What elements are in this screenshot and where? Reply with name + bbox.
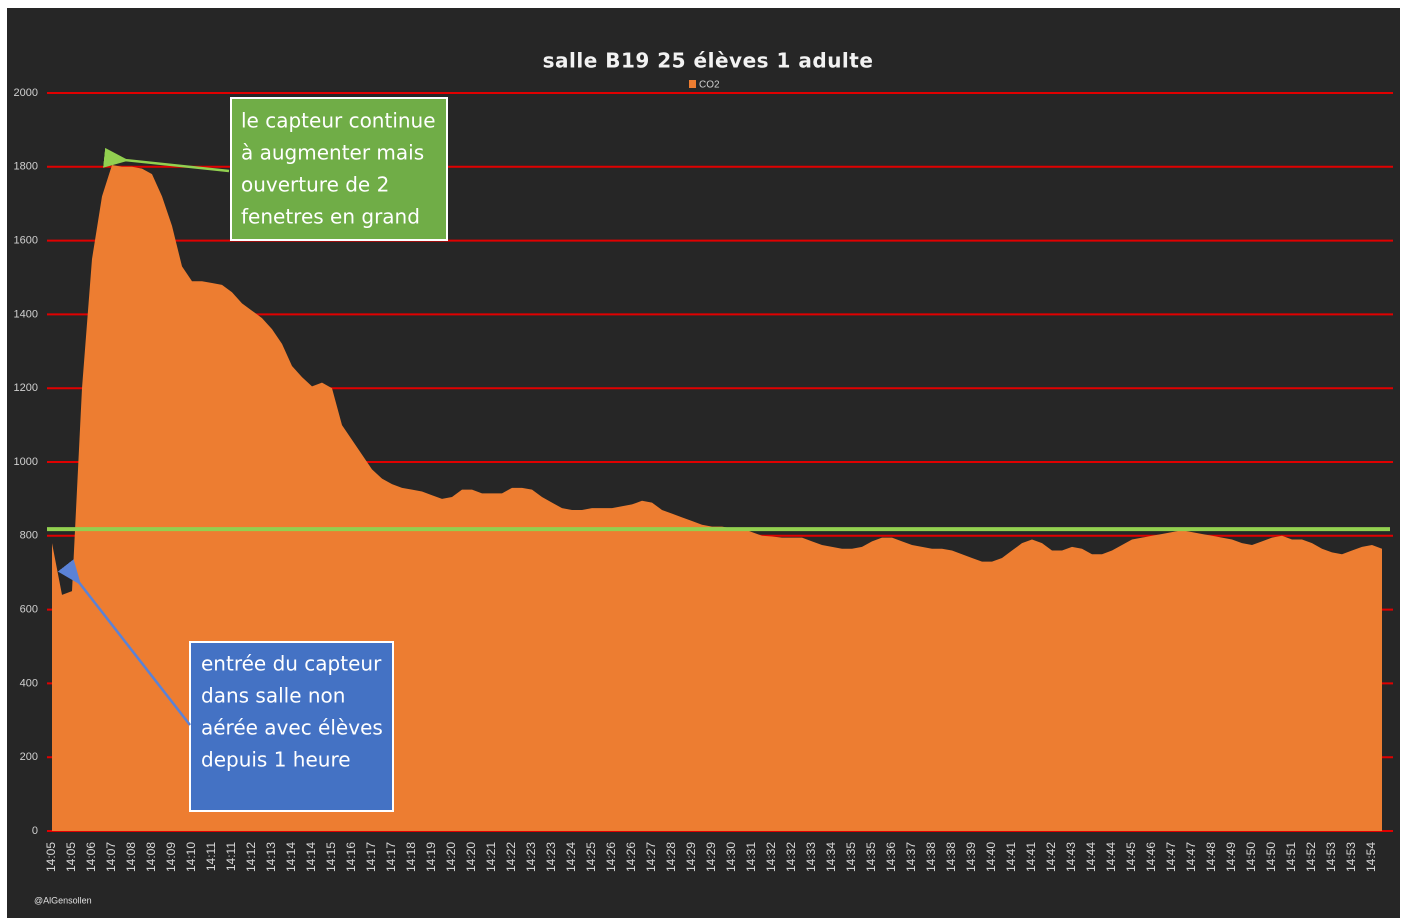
x-tick-label: 14:20 xyxy=(444,842,458,872)
x-tick-label: 14:44 xyxy=(1084,842,1098,872)
annotation-box xyxy=(230,97,448,241)
x-tick-label: 14:08 xyxy=(124,842,138,872)
x-tick-label: 14:34 xyxy=(824,842,838,872)
x-tick-label: 14:26 xyxy=(604,842,618,872)
x-tick-label: 14:38 xyxy=(944,842,958,872)
x-tick-label: 14:43 xyxy=(1064,842,1078,872)
x-tick-label: 14:45 xyxy=(1124,842,1138,872)
y-tick-label: 200 xyxy=(20,751,38,763)
x-tick-label: 14:11 xyxy=(224,842,238,871)
x-tick-label: 14:42 xyxy=(1044,842,1058,872)
x-tick-label: 14:46 xyxy=(1144,842,1158,872)
x-tick-label: 14:33 xyxy=(804,842,818,872)
x-tick-label: 14:40 xyxy=(984,842,998,872)
x-tick-label: 14:17 xyxy=(364,842,378,872)
chart-title: salle B19 25 élèves 1 adulte xyxy=(543,49,874,73)
x-tick-label: 14:08 xyxy=(144,842,158,872)
x-tick-label: 14:48 xyxy=(1204,842,1218,872)
x-tick-label: 14:35 xyxy=(844,842,858,872)
y-tick-label: 1000 xyxy=(14,456,38,468)
x-tick-label: 14:23 xyxy=(544,842,558,872)
x-tick-label: 14:30 xyxy=(724,842,738,872)
x-tick-label: 14:35 xyxy=(864,842,878,872)
x-tick-label: 14:19 xyxy=(424,842,438,872)
x-tick-label: 14:54 xyxy=(1364,842,1378,872)
y-tick-label: 1200 xyxy=(14,382,38,394)
y-tick-label: 1800 xyxy=(14,161,38,173)
x-tick-label: 14:14 xyxy=(284,842,298,872)
annotation-text: ouverture de 2 xyxy=(241,173,389,197)
x-tick-label: 14:47 xyxy=(1164,842,1178,872)
annotation-box xyxy=(189,641,394,812)
x-tick-label: 14:05 xyxy=(44,842,58,872)
y-tick-label: 800 xyxy=(20,530,38,542)
x-tick-label: 14:07 xyxy=(104,842,118,872)
x-tick-label: 14:32 xyxy=(784,842,798,872)
x-tick-label: 14:21 xyxy=(484,842,498,872)
x-tick-label: 14:50 xyxy=(1244,842,1258,872)
y-tick-label: 600 xyxy=(20,604,38,616)
x-tick-label: 14:50 xyxy=(1264,842,1278,872)
annotation-text: entrée du capteur xyxy=(201,652,382,676)
annotation: le capteur continue à augmenter mais ouver… xyxy=(103,97,448,241)
x-tick-label: 14:29 xyxy=(684,842,698,872)
x-tick-label: 14:31 xyxy=(744,842,758,872)
annotation-text: le capteur continue xyxy=(241,109,436,133)
x-tick-label: 14:23 xyxy=(524,842,538,872)
x-tick-label: 14:20 xyxy=(464,842,478,872)
x-tick-label: 14:25 xyxy=(584,842,598,872)
x-tick-label: 14:53 xyxy=(1344,842,1358,872)
x-tick-label: 14:49 xyxy=(1224,842,1238,872)
x-tick-label: 14:22 xyxy=(504,842,518,872)
watermark: @AlGensollen xyxy=(34,895,92,905)
x-tick-label: 14:47 xyxy=(1184,842,1198,872)
x-tick-label: 14:44 xyxy=(1104,842,1118,872)
y-tick-label: 400 xyxy=(20,677,38,689)
annotation-text: depuis 1 heure xyxy=(201,748,351,772)
legend-swatch xyxy=(689,80,696,88)
annotation-text: fenetres en grand xyxy=(241,205,420,229)
x-tick-label: 14:28 xyxy=(664,842,678,872)
annotation-arrow xyxy=(103,147,230,173)
x-tick-label: 14:53 xyxy=(1324,842,1338,872)
x-tick-label: 14:27 xyxy=(644,842,658,872)
x-tick-label: 14:41 xyxy=(1004,842,1018,872)
x-tick-label: 14:41 xyxy=(1024,842,1038,872)
annotation-text: aérée avec élèves xyxy=(201,716,383,740)
annotation: entrée du capteur dans salle non aérée ave… xyxy=(57,559,394,812)
x-tick-label: 14:13 xyxy=(264,842,278,872)
annotation-text: à augmenter mais xyxy=(241,141,424,165)
y-tick-label: 0 xyxy=(32,825,38,837)
x-tick-label: 14:39 xyxy=(964,842,978,872)
x-tick-label: 14:37 xyxy=(904,842,918,872)
x-tick-label: 14:14 xyxy=(304,842,318,872)
x-tick-label: 14:15 xyxy=(324,842,338,872)
y-tick-label: 1600 xyxy=(14,235,38,247)
x-tick-label: 14:24 xyxy=(564,842,578,872)
x-tick-label: 14:09 xyxy=(164,842,178,872)
annotation-arrow xyxy=(57,559,191,726)
x-tick-label: 14:11 xyxy=(204,842,218,871)
x-tick-label: 14:05 xyxy=(64,842,78,872)
x-tick-label: 14:51 xyxy=(1284,842,1298,872)
x-tick-label: 14:26 xyxy=(624,842,638,872)
x-tick-label: 14:29 xyxy=(704,842,718,872)
x-tick-label: 14:17 xyxy=(384,842,398,872)
x-tick-label: 14:12 xyxy=(244,842,258,872)
annotation-text: dans salle non xyxy=(201,684,345,708)
y-tick-label: 1400 xyxy=(14,308,38,320)
y-tick-label: 2000 xyxy=(14,87,38,99)
x-tick-label: 14:18 xyxy=(404,842,418,872)
x-tick-label: 14:10 xyxy=(184,842,198,872)
x-tick-label: 14:06 xyxy=(84,842,98,872)
x-tick-label: 14:38 xyxy=(924,842,938,872)
legend-label: CO2 xyxy=(699,80,720,91)
x-tick-label: 14:32 xyxy=(764,842,778,872)
x-tick-label: 14:16 xyxy=(344,842,358,872)
x-tick-label: 14:36 xyxy=(884,842,898,872)
x-tick-label: 14:52 xyxy=(1304,842,1318,872)
